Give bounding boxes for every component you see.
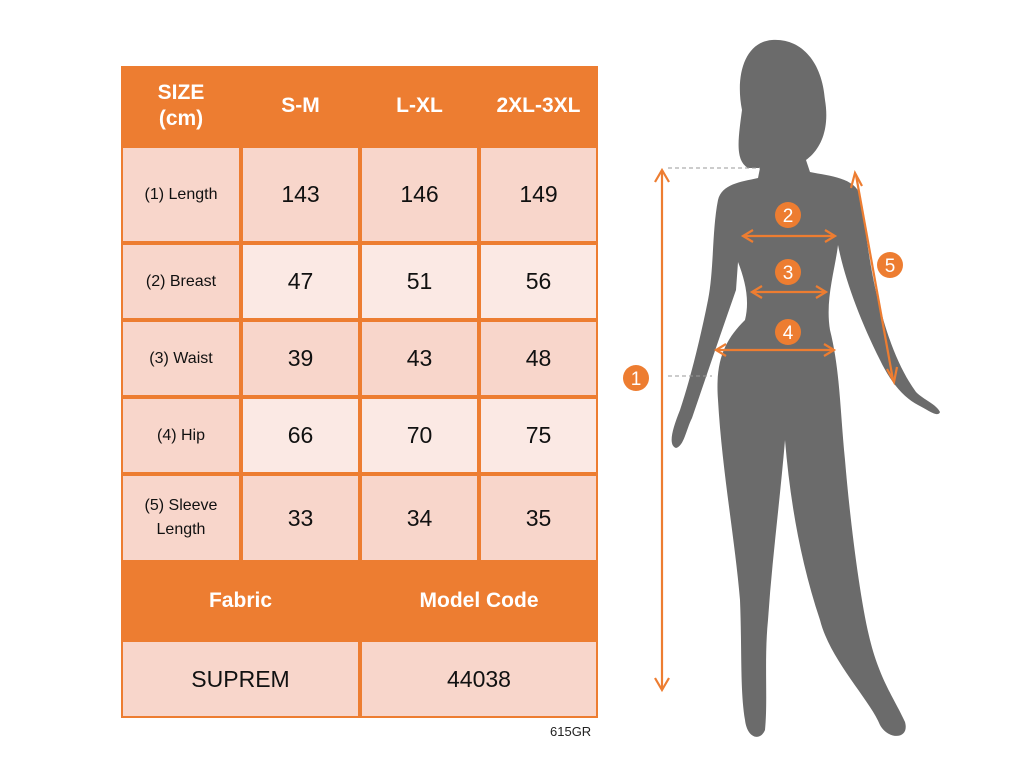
marker-number: 2 [783,206,794,227]
row-label: (1) Length [123,148,239,241]
row-label: (4) Hip [123,399,239,472]
marker-circle [775,319,801,345]
size-value: 39 [243,322,358,395]
row-label: (3) Waist [123,322,239,395]
size-value: 66 [243,399,358,472]
fabric-value: SUPREM [123,642,358,716]
column-header: 2XL-3XL [496,94,581,117]
size-value: 35 [481,476,596,560]
size-chart-table: SIZE (cm) S-M L-XL 2XL-3XL (1) Length 143 146 1… [121,66,598,718]
size-value: 51 [362,245,477,318]
size-value: 33 [243,476,358,560]
marker-number: 5 [885,256,896,277]
product-code: 615GR [550,724,592,739]
marker-circle [877,252,903,278]
measurement-lines [654,167,899,693]
female-silhouette [671,39,940,737]
fabric-header: Fabric [208,589,273,612]
size-value: 70 [362,399,477,472]
size-value: 75 [481,399,596,472]
size-value: 47 [243,245,358,318]
model-code-header: Model Code [419,589,539,612]
marker-number: 3 [783,263,794,284]
column-header: L-XL [396,94,443,117]
row-label: (2) Breast [123,245,239,318]
marker-number: 1 [631,369,642,390]
size-value: 56 [481,245,596,318]
marker-circle [775,259,801,285]
size-value: 43 [362,322,477,395]
size-value: 34 [362,476,477,560]
size-value: 143 [243,148,358,241]
size-value: 146 [362,148,477,241]
row-label: (5) Sleeve Length [123,476,239,560]
measurement-markers: 1 2 3 4 5 [623,202,903,391]
marker-circle [623,365,649,391]
size-value: 149 [481,148,596,241]
marker-number: 4 [783,323,794,344]
size-value: 48 [481,322,596,395]
column-header: S-M [281,94,320,117]
column-header: SIZE (cm) [157,81,205,130]
model-code-value: 44038 [362,642,596,716]
marker-circle [775,202,801,228]
